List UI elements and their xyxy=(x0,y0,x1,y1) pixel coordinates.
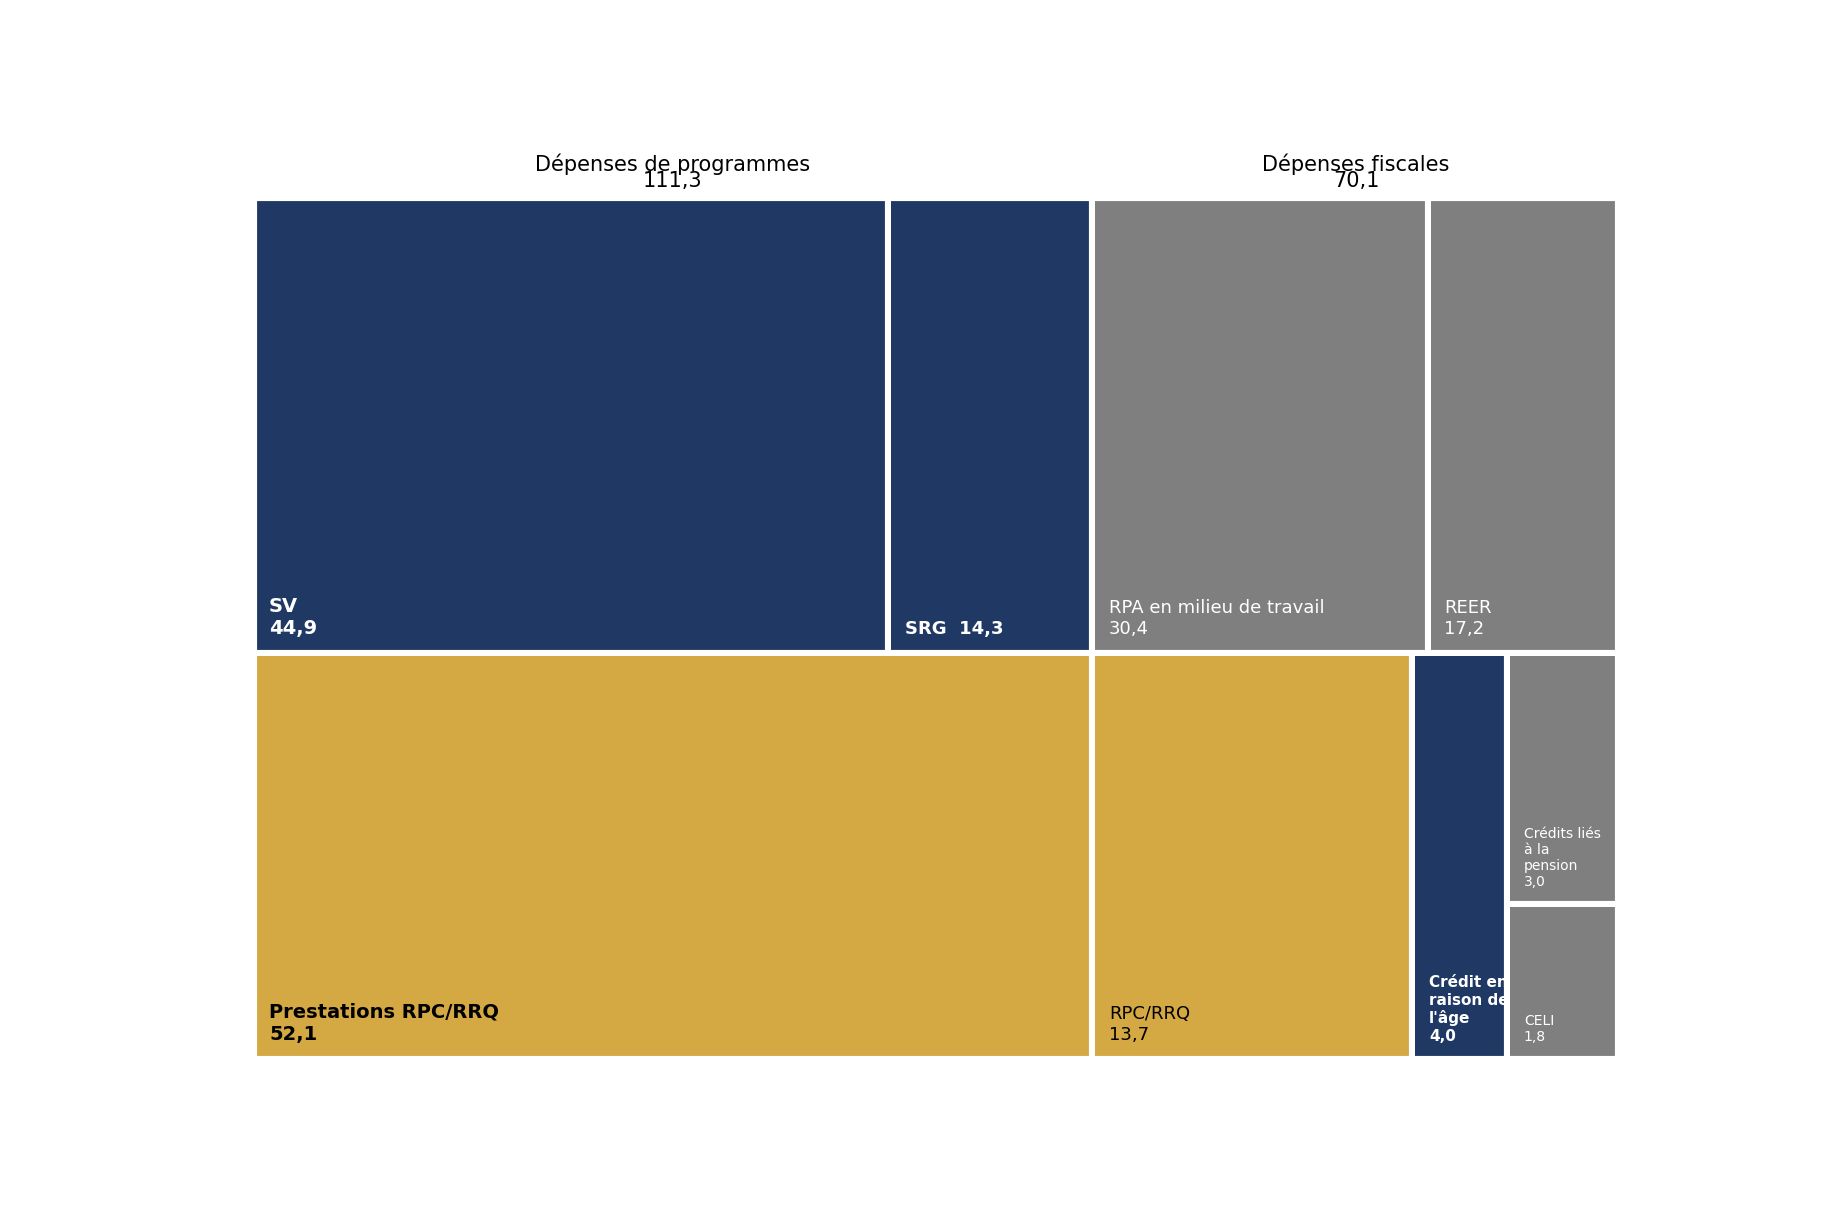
Bar xyxy=(1096,656,1411,1058)
Bar xyxy=(891,200,1090,652)
Text: RPC/RRQ
13,7: RPC/RRQ 13,7 xyxy=(1108,1006,1190,1044)
Text: SV
44,9: SV 44,9 xyxy=(270,597,317,638)
Bar xyxy=(1509,656,1617,903)
Text: Dépenses fiscales: Dépenses fiscales xyxy=(1263,154,1449,175)
Bar xyxy=(1431,200,1617,652)
Text: 70,1: 70,1 xyxy=(1333,172,1380,191)
Bar xyxy=(1509,908,1617,1058)
Text: Prestations RPC/RRQ
52,1: Prestations RPC/RRQ 52,1 xyxy=(270,1003,500,1044)
Bar xyxy=(1096,200,1427,652)
Text: SRG  14,3: SRG 14,3 xyxy=(904,620,1003,638)
Text: Crédits liés
à la
pension
3,0: Crédits liés à la pension 3,0 xyxy=(1524,826,1601,889)
Text: 111,3: 111,3 xyxy=(644,172,704,191)
Bar xyxy=(255,656,1090,1058)
Text: RPA en milieu de travail
30,4: RPA en milieu de travail 30,4 xyxy=(1108,599,1323,638)
Text: REER
17,2: REER 17,2 xyxy=(1444,599,1491,638)
Text: Crédit en
raison de
l'âge
4,0: Crédit en raison de l'âge 4,0 xyxy=(1429,975,1509,1044)
Text: Dépenses de programmes: Dépenses de programmes xyxy=(536,154,811,175)
Bar xyxy=(1415,656,1506,1058)
Bar xyxy=(255,200,888,652)
Text: CELI
1,8: CELI 1,8 xyxy=(1524,1014,1553,1044)
